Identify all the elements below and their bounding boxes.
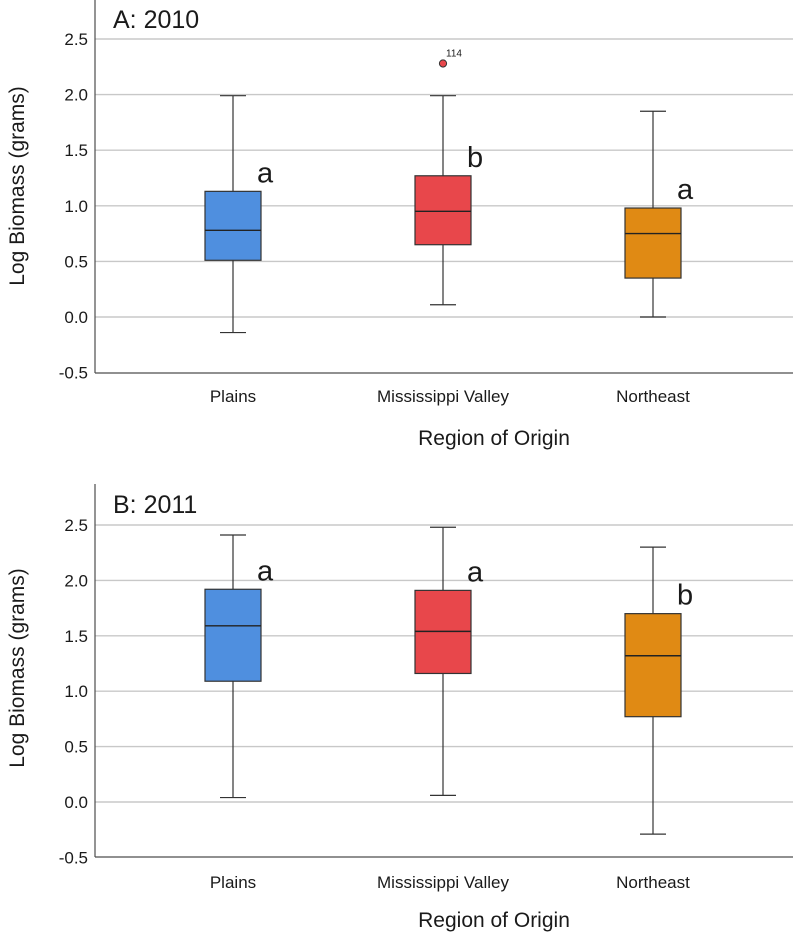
box-plot-northeast: a [624,110,694,318]
x-tick-label: Mississippi Valley [377,387,509,406]
significance-letter: a [257,555,274,587]
chart-title: A: 2010 [113,6,199,34]
box-plot-mississippi-valley: a [414,526,484,796]
box-plot-northeast: b [624,546,693,835]
y-tick-label: 1.5 [64,627,88,646]
y-tick-label: 1.0 [64,197,88,216]
significance-letter: a [467,556,484,588]
chart-title: B: 2011 [113,491,197,519]
x-axis-title: Region of Origin [418,427,570,450]
box-plot-plains: a [204,95,274,334]
box-plot-plains: a [204,534,274,799]
y-tick-label: 1.0 [64,682,88,701]
significance-letter: b [677,580,693,612]
y-tick-label: -0.5 [59,364,88,383]
y-tick-label: 0.5 [64,738,88,757]
chart-panel-b: -0.5 0.0 0.5 1.0 1.5 2.0 2.5 Plains Mississippi … [6,484,793,932]
x-tick-label: Plains [210,387,256,406]
y-tick-label: 0.0 [64,793,88,812]
y-tick-label: 2.0 [64,86,88,105]
y-axis-title: Log Biomass (grams) [6,568,29,768]
y-tick-label: 0.0 [64,308,88,327]
significance-letter: a [257,157,274,189]
x-axis-title: Region of Origin [418,909,570,932]
outlier-point [438,59,448,68]
y-tick-label: 2.0 [64,571,88,590]
outlier-label: 114 [446,48,462,59]
y-tick-label: 2.5 [64,30,88,49]
x-tick-label: Plains [210,873,256,892]
y-tick-label: -0.5 [59,848,88,867]
chart-panel-a: -0.5 0.0 0.5 1.0 1.5 2.0 2.5 Plains Mississippi … [6,0,793,450]
significance-letter: a [677,174,694,206]
iqr-box [204,190,262,261]
significance-letter: b [467,142,483,174]
x-tick-label: Mississippi Valley [377,873,509,892]
iqr-box [624,207,682,279]
y-tick-label: 2.5 [64,516,88,535]
box-plot-mississippi-valley: b 114 [414,48,483,306]
iqr-box [414,175,472,246]
x-tick-label: Northeast [616,873,690,892]
y-tick-label: 1.5 [64,141,88,160]
y-tick-label: 0.5 [64,252,88,271]
iqr-box [624,613,682,718]
y-axis-title: Log Biomass (grams) [6,86,29,286]
x-tick-label: Northeast [616,387,690,406]
iqr-box [204,588,262,682]
